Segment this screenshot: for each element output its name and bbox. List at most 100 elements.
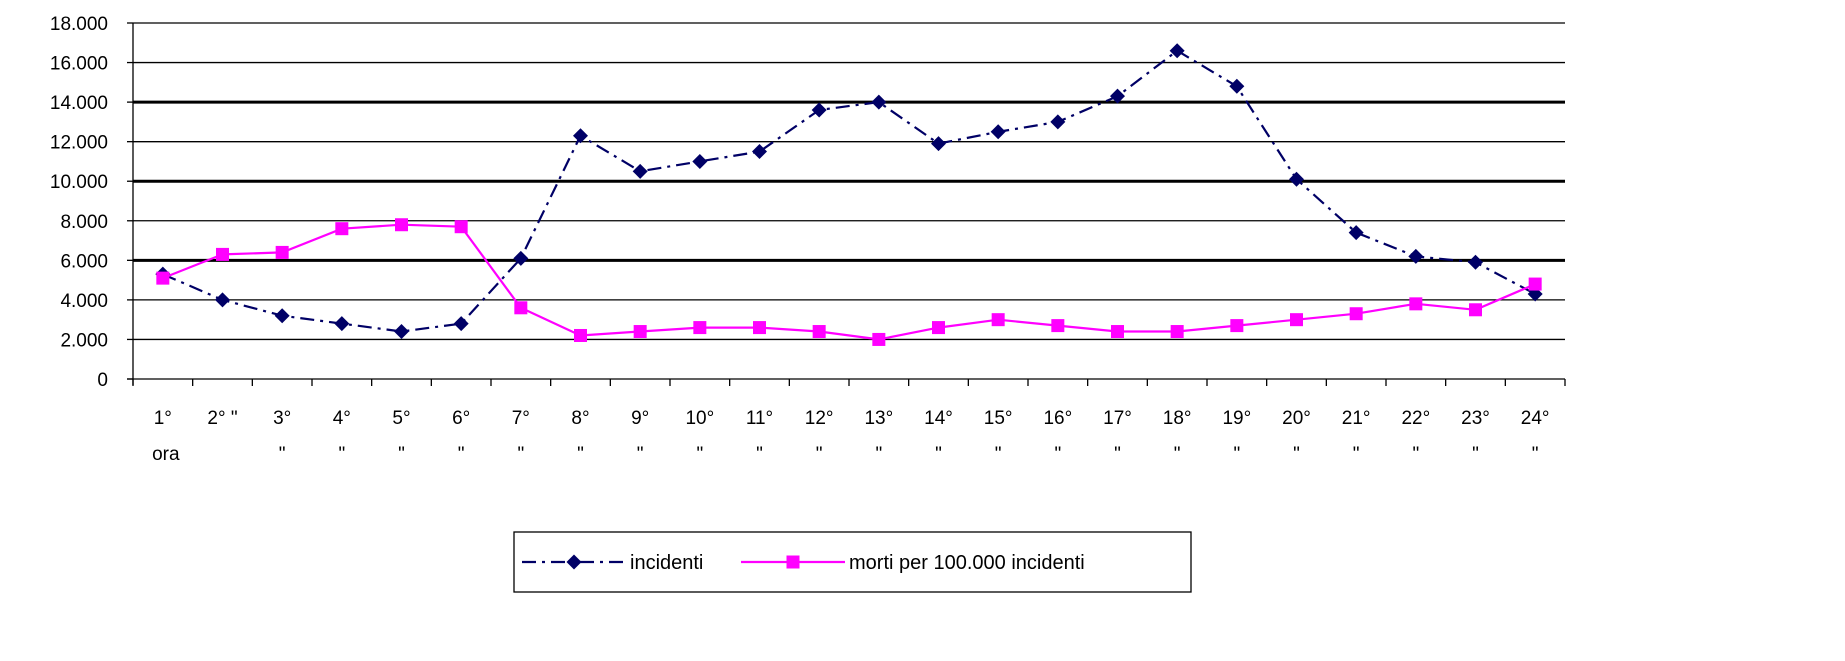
- y-tick-label: 4.000: [60, 291, 108, 312]
- x-tick-sublabel: ": [279, 444, 286, 465]
- x-tick-label: 22°: [1401, 408, 1430, 429]
- point-morti: [633, 325, 647, 339]
- point-morti: [1051, 319, 1065, 333]
- y-tick-label: 14.000: [50, 93, 108, 114]
- y-axis-tick-labels: 0 2.000 4.000 6.000 8.000 10.000 12.000 14.000 1…: [50, 14, 108, 391]
- x-tick-label: 18°: [1163, 408, 1192, 429]
- series-group: [155, 43, 1543, 346]
- point-morti: [275, 245, 289, 259]
- x-tick-label: 8°: [571, 408, 589, 429]
- x-tick-label: 15°: [984, 408, 1013, 429]
- point-morti: [693, 321, 707, 335]
- legend-box: [513, 531, 1192, 593]
- y-tick-label: 8.000: [60, 212, 108, 233]
- x-tick-sublabel: ": [1174, 444, 1181, 465]
- point-morti: [1469, 303, 1482, 317]
- x-tick-sublabel: ora: [152, 444, 180, 465]
- point-morti: [1290, 313, 1303, 327]
- point-morti: [395, 218, 408, 232]
- x-tick-sublabel: ": [398, 444, 405, 465]
- point-incidenti: [1110, 88, 1125, 104]
- point-morti: [1170, 325, 1184, 339]
- point-incidenti: [692, 153, 708, 169]
- y-tick-label: 12.000: [50, 133, 108, 154]
- x-tick-sublabel: ": [1054, 444, 1061, 465]
- point-incidenti: [573, 128, 588, 144]
- point-incidenti: [394, 324, 409, 340]
- point-incidenti: [1050, 114, 1066, 130]
- series-line-morti: [162, 223, 1536, 341]
- x-tick-label: 23°: [1461, 408, 1490, 429]
- y-tick-label: 6.000: [60, 251, 108, 272]
- point-morti: [156, 271, 170, 285]
- x-tick-label: 1°: [154, 408, 172, 429]
- point-morti: [454, 220, 468, 234]
- x-tick-sublabel: ": [458, 444, 465, 465]
- point-morti: [514, 301, 528, 315]
- point-incidenti: [632, 163, 648, 179]
- x-tick-label: 9°: [631, 408, 649, 429]
- point-incidenti: [453, 316, 469, 332]
- x-tick-sublabel: ": [577, 444, 584, 465]
- point-incidenti: [752, 144, 767, 160]
- x-tick-label: 3°: [273, 408, 291, 429]
- legend-label-incidenti: incidenti: [630, 552, 703, 574]
- point-incidenti: [1408, 248, 1424, 264]
- x-tick-sublabel: ": [756, 444, 763, 465]
- x-tick-sublabel: ": [875, 444, 882, 465]
- point-morti: [574, 328, 587, 342]
- x-tick-label: 4°: [333, 408, 351, 429]
- point-morti: [1409, 297, 1423, 311]
- point-morti: [932, 321, 945, 335]
- x-tick-label: 5°: [392, 408, 410, 429]
- point-morti: [335, 222, 349, 236]
- x-tick-sublabel: ": [1114, 444, 1121, 465]
- x-tick-label: 6°: [452, 408, 470, 429]
- point-morti: [753, 321, 766, 335]
- y-tick-label: 0: [97, 370, 108, 391]
- point-incidenti: [871, 94, 887, 110]
- x-tick-sublabel: ": [696, 444, 703, 465]
- x-tick-label: 11°: [746, 408, 773, 429]
- x-tick-label: 20°: [1282, 408, 1311, 429]
- point-morti: [1349, 307, 1363, 321]
- x-tick-sublabel: ": [935, 444, 942, 465]
- x-tick-label: 12°: [805, 408, 834, 429]
- point-incidenti: [811, 102, 827, 118]
- x-tick-sublabel: ": [995, 444, 1002, 465]
- x-tick-sublabel: ": [1233, 444, 1240, 465]
- point-incidenti: [1348, 225, 1364, 241]
- x-tick-label: 10°: [685, 408, 714, 429]
- x-tick-sublabel: ": [637, 444, 644, 465]
- point-morti: [991, 313, 1005, 327]
- x-tick-sublabel: ": [1412, 444, 1419, 465]
- legend: incidenti morti per 100.000 incidenti: [513, 531, 1192, 593]
- y-tick-label: 2.000: [60, 330, 108, 351]
- point-morti: [872, 332, 886, 346]
- point-incidenti: [990, 124, 1006, 140]
- x-tick-label: 17°: [1103, 408, 1132, 429]
- point-morti: [1528, 277, 1542, 291]
- x-tick-sublabel: ": [1353, 444, 1360, 465]
- point-incidenti: [274, 308, 290, 324]
- x-axis-tick-labels: 1° ora 2° " 3° " 4° " 5° " 6° " 7° " 8° " 9° " 10° " 11° " 12…: [152, 408, 1549, 465]
- legend-marker-morti: [786, 555, 800, 569]
- point-incidenti: [931, 136, 946, 152]
- legend-label-morti: morti per 100.000 incidenti: [849, 552, 1085, 574]
- y-tick-label: 10.000: [50, 172, 108, 193]
- point-incidenti: [1169, 43, 1185, 59]
- point-incidenti: [334, 316, 350, 332]
- x-tick-sublabel: ": [1293, 444, 1300, 465]
- x-tick-sublabel: ": [338, 444, 345, 465]
- point-morti: [216, 247, 229, 261]
- point-morti: [1230, 319, 1244, 333]
- y-tick-label: 18.000: [50, 14, 108, 35]
- y-tick-label: 16.000: [50, 54, 108, 75]
- axes: [127, 22, 1566, 386]
- gridlines: [133, 22, 1565, 341]
- x-tick-label: 16°: [1043, 408, 1072, 429]
- point-morti: [812, 325, 826, 339]
- point-incidenti: [1229, 78, 1245, 94]
- x-tick-label: 7°: [512, 408, 530, 429]
